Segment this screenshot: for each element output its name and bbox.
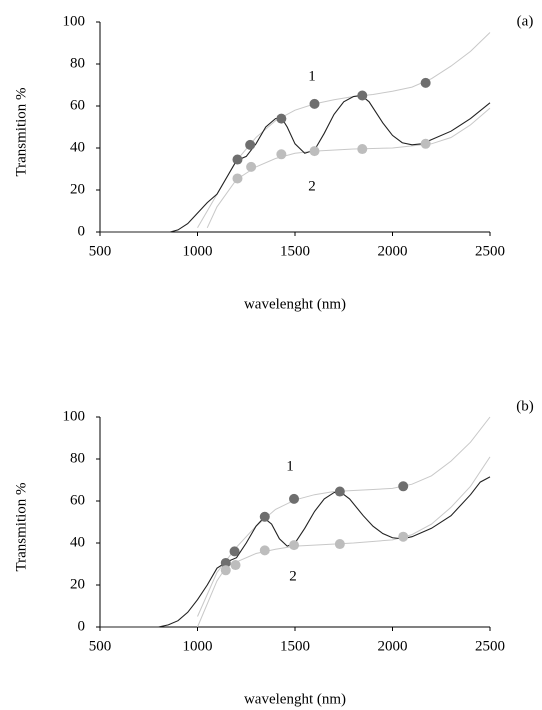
point [334, 486, 345, 497]
x-tick-label: 2500 [475, 638, 505, 654]
point [357, 144, 368, 155]
point [420, 77, 431, 88]
x-tick-label: 500 [89, 638, 112, 654]
y-tick-label: 60 [70, 97, 85, 113]
point [309, 98, 320, 109]
annotation: 2 [308, 178, 316, 194]
y-tick-label: 40 [70, 534, 85, 550]
y-tick-label: 0 [78, 223, 86, 239]
point [309, 146, 320, 157]
point [232, 154, 243, 165]
point [259, 545, 270, 556]
y-tick-label: 20 [70, 576, 85, 592]
y-tick-label: 100 [63, 408, 86, 424]
annotation: 1 [286, 458, 294, 474]
panel-label: (a) [517, 13, 534, 29]
y-tick-label: 40 [70, 139, 85, 155]
y-tick-label: 80 [70, 55, 85, 71]
x-tick-label: 1000 [183, 638, 213, 654]
point [259, 511, 270, 522]
annotation: 1 [308, 68, 316, 84]
y-axis-label: Transmition % [13, 482, 29, 571]
y-tick-label: 100 [63, 13, 86, 29]
point [229, 546, 240, 557]
x-tick-label: 1500 [280, 243, 310, 259]
point [334, 539, 345, 550]
x-tick-label: 1500 [280, 638, 310, 654]
point [245, 139, 256, 150]
point [220, 557, 231, 568]
point [398, 531, 409, 542]
x-axis-label: wavelenght (nm) [244, 691, 346, 707]
point [276, 113, 287, 124]
y-tick-label: 20 [70, 181, 85, 197]
point [276, 149, 287, 160]
point [289, 540, 300, 551]
y-tick-label: 0 [78, 618, 86, 634]
point [398, 481, 409, 492]
point [289, 493, 300, 504]
y-axis-label: Transmition % [13, 87, 29, 176]
point [230, 560, 241, 571]
x-tick-label: 500 [89, 243, 112, 259]
x-tick-label: 2500 [475, 243, 505, 259]
point [246, 161, 257, 172]
point [357, 90, 368, 101]
panel-label: (b) [516, 398, 534, 414]
curve [197, 32, 491, 229]
x-tick-label: 2000 [378, 638, 408, 654]
annotation: 2 [289, 568, 297, 584]
curve [197, 416, 491, 617]
point [220, 565, 231, 576]
y-tick-label: 80 [70, 450, 85, 466]
point [420, 138, 431, 149]
curve [100, 94, 491, 233]
x-tick-label: 1000 [183, 243, 213, 259]
x-tick-label: 2000 [378, 243, 408, 259]
y-tick-label: 60 [70, 492, 85, 508]
point [232, 173, 243, 184]
x-axis-label: wavelenght (nm) [244, 296, 346, 312]
